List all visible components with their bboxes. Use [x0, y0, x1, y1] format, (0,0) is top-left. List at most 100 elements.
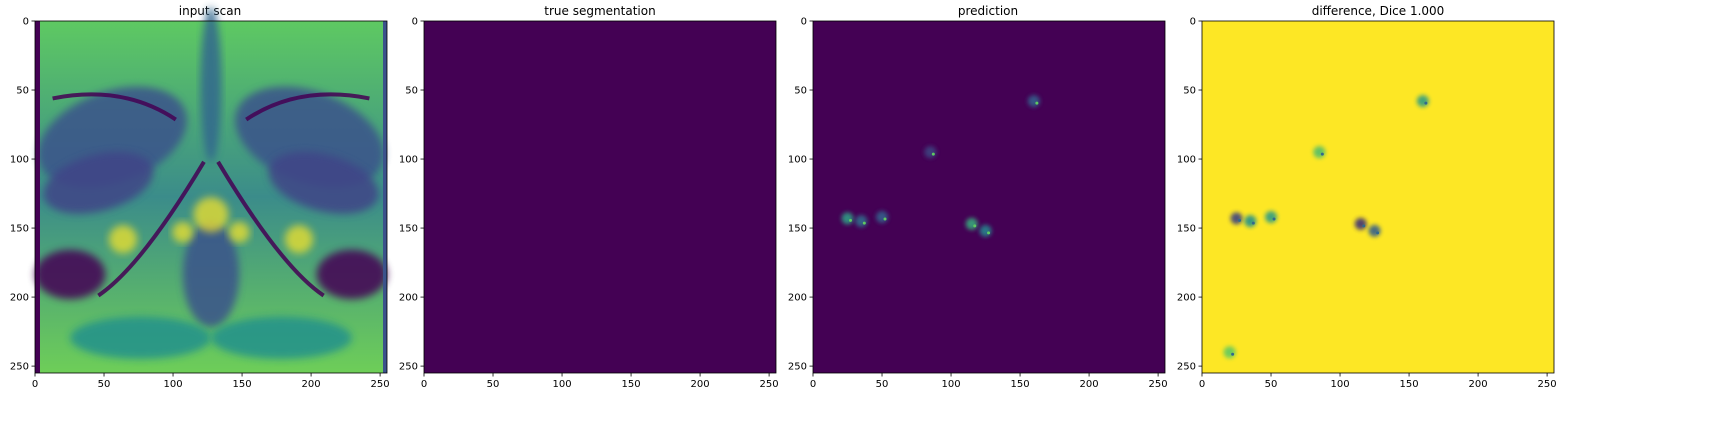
panel-difference: difference, Dice 1.000 0 50 100 150 200 25005… — [1177, 4, 1557, 390]
hotspot-core — [1272, 217, 1276, 221]
y-tick-label: 250 — [1177, 362, 1196, 373]
panel-true-segmentation: true segmentation 0 50 100 150 200 2500501001… — [399, 4, 779, 390]
panel-title: difference, Dice 1.000 — [1312, 4, 1445, 18]
image-area — [1202, 21, 1554, 373]
image-area — [813, 21, 1165, 373]
x-tick-label: 0 — [1199, 379, 1205, 390]
x-tick-label: 150 — [233, 379, 252, 390]
x-tick-label: 50 — [98, 379, 111, 390]
y-tick-label: 100 — [10, 155, 29, 166]
hotspot — [1027, 95, 1040, 108]
x-tick-label: 200 — [691, 379, 710, 390]
hotspot — [979, 224, 992, 237]
y-tick-label: 250 — [399, 362, 418, 373]
y-tick-label: 150 — [788, 224, 807, 235]
scan-structure — [43, 152, 154, 214]
hotspot-core — [931, 152, 935, 156]
scan-structure — [268, 152, 379, 214]
x-tick-label: 50 — [876, 379, 889, 390]
y-tick-label: 100 — [399, 155, 418, 166]
scan-highlight — [228, 221, 250, 243]
hotspot-core — [1231, 352, 1235, 356]
y-tick-label: 250 — [10, 362, 29, 373]
scan-highlight — [284, 225, 314, 254]
hotspot — [876, 211, 889, 224]
image-fill — [1202, 21, 1554, 373]
x-tick-label: 0 — [810, 379, 816, 390]
panel-title: true segmentation — [544, 4, 655, 18]
axes-frame — [423, 20, 777, 374]
y-tick-label: 150 — [399, 224, 418, 235]
image-area — [34, 6, 387, 373]
scan-boundary — [216, 160, 325, 298]
hotspot — [841, 212, 854, 225]
image-area — [424, 21, 776, 373]
scan-boundary — [97, 160, 206, 298]
y-tick-label: 0 — [1190, 17, 1196, 28]
hotspot-core — [1035, 101, 1039, 105]
x-tick-label: 250 — [760, 379, 779, 390]
x-tick-label: 200 — [1080, 379, 1099, 390]
hotspot — [855, 215, 868, 228]
x-tick-label: 100 — [552, 379, 571, 390]
hotspot-core — [1238, 218, 1242, 222]
scan-structure — [211, 316, 352, 359]
hotspot-core — [987, 231, 991, 235]
hotspot-core — [1424, 101, 1428, 105]
axes-frame — [34, 20, 388, 374]
y-tick-label: 0 — [23, 17, 29, 28]
x-tick-label: 150 — [1400, 379, 1419, 390]
x-tick-label: 250 — [371, 379, 390, 390]
hotspot — [1230, 212, 1243, 225]
y-tick-label: 0 — [412, 17, 418, 28]
x-tick-label: 200 — [302, 379, 321, 390]
y-tick-label: 50 — [16, 86, 29, 97]
x-tick-label: 100 — [1330, 379, 1349, 390]
y-tick-label: 200 — [399, 293, 418, 304]
x-tick-label: 0 — [421, 379, 427, 390]
x-tick-label: 100 — [163, 379, 182, 390]
hotspot — [1368, 224, 1381, 237]
x-tick-label: 250 — [1149, 379, 1168, 390]
hotspot — [1223, 346, 1236, 359]
scan-boundary — [52, 92, 177, 122]
axes-frame — [812, 20, 1166, 374]
scan-structure — [182, 221, 240, 328]
y-tick-label: 0 — [801, 17, 807, 28]
y-tick-label: 150 — [10, 224, 29, 235]
panel-title: prediction — [958, 4, 1018, 18]
y-tick-label: 150 — [1177, 224, 1196, 235]
x-tick-label: 150 — [1011, 379, 1030, 390]
hotspot — [965, 217, 978, 230]
y-tick-label: 50 — [405, 86, 418, 97]
hotspot — [1313, 146, 1326, 159]
hotspot — [1354, 217, 1367, 230]
y-tick-label: 200 — [10, 293, 29, 304]
x-tick-label: 50 — [1265, 379, 1278, 390]
y-tick-label: 100 — [1177, 155, 1196, 166]
y-tick-label: 200 — [1177, 293, 1196, 304]
image-fill — [813, 21, 1165, 373]
hotspot-core — [973, 224, 977, 228]
x-tick-label: 250 — [1538, 379, 1557, 390]
hotspot — [1244, 215, 1257, 228]
image-fill — [424, 21, 776, 373]
hotspot-core — [1320, 152, 1324, 156]
hotspot-core — [1251, 221, 1255, 225]
hotspot-core — [862, 221, 866, 225]
panel-prediction: prediction 0 50 100 150 200 25005010015020025… — [788, 4, 1168, 390]
hotspot — [1416, 95, 1429, 108]
y-tick-label: 250 — [788, 362, 807, 373]
scan-boundary — [245, 92, 370, 122]
x-tick-label: 0 — [32, 379, 38, 390]
hotspot — [924, 146, 937, 159]
scan-structure — [316, 249, 387, 300]
hotspot — [1265, 211, 1278, 224]
hotspot-core — [1376, 231, 1380, 235]
y-tick-label: 50 — [1183, 86, 1196, 97]
